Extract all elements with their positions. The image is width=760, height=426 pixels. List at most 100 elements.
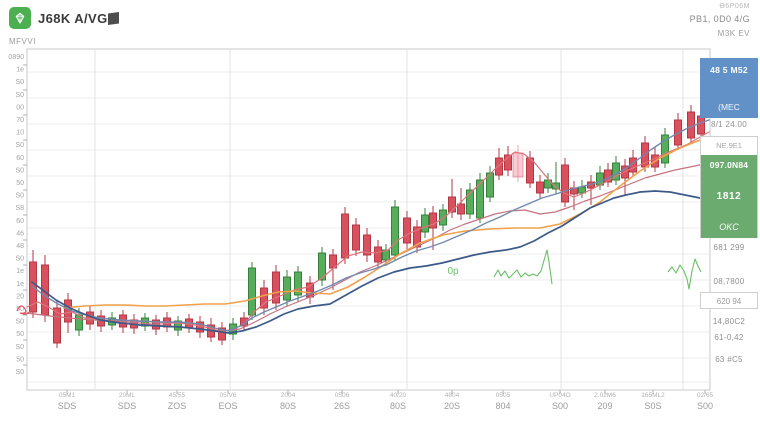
svg-text:S0: S0 bbox=[15, 256, 24, 263]
green-sparkline-right bbox=[667, 258, 702, 290]
svg-text:2004: 2004 bbox=[281, 392, 296, 399]
candle-body bbox=[283, 276, 291, 301]
candle-body bbox=[561, 164, 569, 203]
svg-text:S0: S0 bbox=[15, 193, 24, 200]
bookmark-icon bbox=[108, 12, 119, 25]
svg-text:SDS: SDS bbox=[58, 401, 77, 411]
right-price-axis: 48 5 M52 (MEC 8/1 24.00 NE.9E1 097.0N84 … bbox=[700, 0, 758, 426]
candle-body bbox=[53, 307, 61, 344]
svg-text:00: 00 bbox=[16, 104, 24, 111]
svg-text:S00: S00 bbox=[697, 401, 713, 411]
svg-text:S0: S0 bbox=[15, 344, 24, 351]
svg-text:2.02M6: 2.02M6 bbox=[594, 392, 616, 399]
svg-text:S00: S00 bbox=[552, 401, 568, 411]
candle-body bbox=[260, 287, 268, 309]
candle-body bbox=[466, 189, 474, 215]
ma-orange-line bbox=[63, 136, 710, 309]
candle-body bbox=[457, 203, 465, 215]
svg-text:05/V6: 05/V6 bbox=[220, 392, 237, 399]
candle-body bbox=[552, 182, 560, 190]
candle-body bbox=[294, 271, 302, 296]
svg-text:4804: 4804 bbox=[445, 392, 460, 399]
svg-text:S0: S0 bbox=[15, 142, 24, 149]
candle-body bbox=[363, 234, 371, 256]
price-tag-blue: 48 5 M52 (MEC bbox=[700, 58, 758, 118]
svg-text:S0S: S0S bbox=[644, 401, 661, 411]
candle-body bbox=[536, 181, 544, 194]
header-meta-1: Ɵ6P06M bbox=[719, 3, 750, 10]
svg-text:60: 60 bbox=[16, 218, 24, 225]
svg-text:20: 20 bbox=[16, 293, 24, 300]
candle-body bbox=[512, 152, 524, 178]
candle-body bbox=[429, 212, 437, 229]
svg-text:165ML2: 165ML2 bbox=[641, 392, 665, 399]
svg-text:50: 50 bbox=[16, 356, 24, 363]
svg-text:26S: 26S bbox=[334, 401, 350, 411]
price-tag-green-value: 097.0N84 bbox=[709, 160, 749, 170]
candle-body bbox=[504, 154, 512, 171]
svg-text:UP04O: UP04O bbox=[549, 392, 570, 399]
svg-text:S0: S0 bbox=[15, 369, 24, 376]
svg-text:S0: S0 bbox=[15, 167, 24, 174]
svg-text:45/55: 45/55 bbox=[169, 392, 186, 399]
axis-value: 8/1 24.00 bbox=[710, 120, 748, 129]
gridlines bbox=[28, 50, 709, 389]
svg-text:0505: 0505 bbox=[496, 392, 511, 399]
svg-text:209: 209 bbox=[597, 401, 612, 411]
candle-body bbox=[352, 224, 360, 251]
axis-value-small: NE.9E1 bbox=[716, 141, 742, 150]
candle-body bbox=[240, 317, 248, 327]
svg-text:60: 60 bbox=[16, 155, 24, 162]
candle-body bbox=[248, 267, 256, 316]
candle-body bbox=[544, 179, 552, 189]
x-axis-labels: 05M1 SDS 20ML SDS 45/55 ZOS 05/V6 EOS 2004 80S 050… bbox=[58, 392, 714, 411]
axis-value: 681 299 bbox=[713, 243, 745, 252]
candle-body bbox=[476, 179, 484, 219]
candle-body bbox=[526, 157, 534, 184]
chart-annotation: 0p bbox=[447, 266, 459, 277]
ma-fast-red-line bbox=[26, 131, 710, 332]
svg-text:ZOS: ZOS bbox=[168, 401, 187, 411]
svg-text:1e: 1e bbox=[16, 67, 24, 74]
header-meta-3: M3K EV bbox=[717, 29, 750, 38]
svg-text:1e: 1e bbox=[16, 281, 24, 288]
price-tag-blue-value: 48 5 M52 bbox=[710, 65, 748, 75]
green-sparkline-mid bbox=[493, 249, 553, 285]
candle-body bbox=[421, 214, 429, 233]
candle-body bbox=[218, 327, 226, 341]
axis-value: 61-0,42 bbox=[714, 333, 744, 342]
svg-text:804: 804 bbox=[495, 401, 510, 411]
axis-value: 08,7800 bbox=[713, 277, 745, 286]
candle-body bbox=[486, 172, 494, 198]
ticker-label: MFVVI bbox=[9, 37, 36, 46]
candle-body bbox=[174, 320, 182, 331]
app-logo gem-icon bbox=[9, 7, 31, 29]
svg-text:02/65: 02/65 bbox=[697, 392, 714, 399]
app-title: J68K A/VG bbox=[38, 11, 108, 26]
axis-ticks bbox=[23, 64, 706, 394]
price-tag-green-value-2: 1812 bbox=[716, 191, 742, 202]
price-tag-green-caption: OKC bbox=[719, 222, 739, 232]
svg-text:0506: 0506 bbox=[335, 392, 350, 399]
candle-body bbox=[448, 196, 456, 213]
svg-text:46: 46 bbox=[16, 230, 24, 237]
svg-text:SDS: SDS bbox=[118, 401, 137, 411]
svg-text:40/20: 40/20 bbox=[390, 392, 407, 399]
plot-border bbox=[26, 48, 711, 391]
candle-body bbox=[341, 213, 349, 259]
svg-text:S0: S0 bbox=[15, 92, 24, 99]
svg-text:50: 50 bbox=[16, 180, 24, 187]
ma-steel-blue-line bbox=[31, 119, 710, 332]
ma-navy-line bbox=[31, 190, 710, 334]
axis-value: 63 #C5 bbox=[715, 355, 743, 364]
svg-text:80S: 80S bbox=[390, 401, 406, 411]
candle-body bbox=[391, 206, 399, 256]
candle-body bbox=[495, 157, 503, 176]
svg-text:70: 70 bbox=[16, 117, 24, 124]
svg-text:80S: 80S bbox=[280, 401, 296, 411]
svg-text:20S: 20S bbox=[444, 401, 460, 411]
svg-text:48: 48 bbox=[16, 243, 24, 250]
svg-text:S0: S0 bbox=[15, 79, 24, 86]
candle-body bbox=[318, 252, 326, 281]
